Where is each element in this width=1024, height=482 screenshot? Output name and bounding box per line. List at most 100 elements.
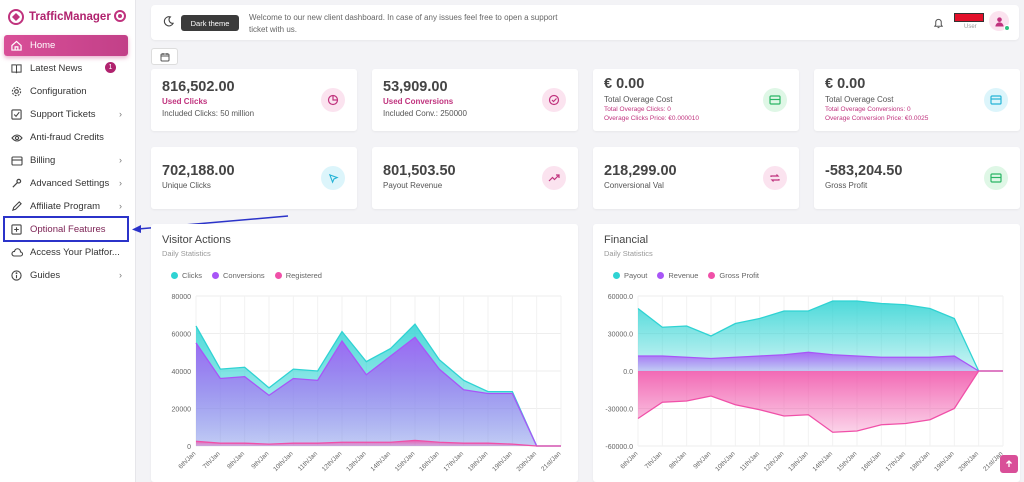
area-series-conversions xyxy=(196,337,561,446)
line-series-revenue xyxy=(638,351,1003,372)
chart-title: Visitor Actions xyxy=(162,234,231,246)
x-tick-label: 16th/Jan xyxy=(418,450,441,473)
bell-icon[interactable] xyxy=(933,17,944,29)
brand-logo[interactable]: TrafficManager xyxy=(8,9,111,25)
stat-title: Used Conversions xyxy=(383,97,454,106)
user-icon xyxy=(994,16,1004,27)
moon-icon[interactable] xyxy=(163,16,174,27)
checkbox-icon xyxy=(10,108,23,121)
financial-chart: 60000.0 30000.0 0.0 -30000.0 -60000.06th/Jan… xyxy=(605,294,1004,473)
x-tick-label: 7th/Jan xyxy=(202,450,222,470)
legend-item-revenue[interactable]: Revenue xyxy=(657,271,698,280)
x-tick-label: 9th/Jan xyxy=(250,450,270,470)
x-tick-label: 10th/Jan xyxy=(714,450,737,473)
x-tick-label: 20th/Jan xyxy=(515,450,538,473)
chart-subtitle: Daily Statistics xyxy=(604,249,653,258)
sidebar-item-access-platform[interactable]: Access Your Platfor... xyxy=(4,242,128,263)
repeat-icon xyxy=(763,166,787,190)
sidebar-item-support-tickets[interactable]: Support Tickets › xyxy=(4,104,128,125)
sidebar-item-label: Access Your Platfor... xyxy=(30,247,120,258)
stat-card-payout-revenue: 801,503.50 Payout Revenue xyxy=(372,147,578,209)
x-tick-label: 12th/Jan xyxy=(763,450,786,473)
card-icon xyxy=(984,88,1008,112)
legend-item-payout[interactable]: Payout xyxy=(613,271,647,280)
avatar[interactable] xyxy=(989,11,1010,31)
x-tick-label: 18th/Jan xyxy=(909,450,932,473)
arrow-up-icon xyxy=(1006,460,1012,467)
legend-item-conversions[interactable]: Conversions xyxy=(212,271,265,280)
redacted-username xyxy=(954,13,984,22)
chart-legend: Clicks Conversions Registered xyxy=(171,271,332,280)
sidebar-item-label: Support Tickets xyxy=(30,109,96,120)
legend-item-registered[interactable]: Registered xyxy=(274,271,322,280)
chevron-right-icon: › xyxy=(119,178,122,188)
line-series-conversions xyxy=(195,336,561,447)
sidebar-item-anti-fraud[interactable]: Anti-fraud Credits xyxy=(4,127,128,148)
x-tick-label: 19th/Jan xyxy=(491,450,514,473)
sidebar-item-optional-features[interactable]: Optional Features xyxy=(4,219,128,240)
settings-toggle-icon[interactable] xyxy=(114,10,126,22)
x-tick-label: 17th/Jan xyxy=(442,450,465,473)
x-tick-label: 13th/Jan xyxy=(787,450,810,473)
user-role-label: User xyxy=(964,24,977,30)
x-tick-label: 16th/Jan xyxy=(860,450,883,473)
y-tick-label: 30000.0 xyxy=(608,332,633,339)
x-tick-label: 6th/Jan xyxy=(177,450,197,470)
stat-subtitle: Total Overage Cost xyxy=(825,95,894,104)
x-tick-label: 7th/Jan xyxy=(644,450,664,470)
sidebar-item-label: Advanced Settings xyxy=(30,178,110,189)
card-icon xyxy=(10,154,23,167)
chart-subtitle: Daily Statistics xyxy=(162,249,211,258)
legend-item-clicks[interactable]: Clicks xyxy=(171,271,202,280)
area-series-payout xyxy=(638,301,1003,371)
sidebar-item-guides[interactable]: Guides › xyxy=(4,265,128,286)
sidebar-item-latest-news[interactable]: Latest News 1 xyxy=(4,58,128,79)
legend-item-gross-profit[interactable]: Gross Profit xyxy=(708,271,759,280)
scroll-to-top-button[interactable] xyxy=(1000,455,1018,473)
sidebar-item-home[interactable]: Home xyxy=(4,35,128,56)
stat-subtitle: Included Conv.: 250000 xyxy=(383,109,467,118)
brand-name: TrafficManager xyxy=(29,11,111,23)
money-icon xyxy=(763,88,787,112)
dark-theme-button[interactable]: Dark theme xyxy=(181,15,239,31)
news-count-badge: 1 xyxy=(105,62,116,73)
sidebar-item-billing[interactable]: Billing › xyxy=(4,150,128,171)
home-icon xyxy=(10,39,23,52)
line-series-registered xyxy=(195,439,561,447)
sidebar-item-label: Billing xyxy=(30,155,56,166)
sidebar-item-affiliate-program[interactable]: Affiliate Program › xyxy=(4,196,128,217)
gear-icon xyxy=(10,85,23,98)
x-tick-label: 18th/Jan xyxy=(467,450,490,473)
pen-icon xyxy=(10,200,23,213)
chevron-right-icon: › xyxy=(119,270,122,280)
cursor-icon xyxy=(321,166,345,190)
date-picker-button[interactable] xyxy=(151,48,178,65)
y-tick-label: 60000.0 xyxy=(608,294,633,301)
sidebar-item-label: Anti-fraud Credits xyxy=(30,132,104,143)
stat-subtitle: Conversional Val xyxy=(604,181,664,190)
x-tick-label: 14th/Jan xyxy=(369,450,392,473)
eye-icon xyxy=(10,131,23,144)
stat-card-conversional-val: 218,299.00 Conversional Val xyxy=(593,147,799,209)
sidebar-item-configuration[interactable]: Configuration xyxy=(4,81,128,102)
stat-value: 702,188.00 xyxy=(162,163,235,179)
area-series-gross-profit xyxy=(638,371,1003,433)
y-tick-label: -30000.0 xyxy=(605,407,633,414)
y-tick-label: 80000 xyxy=(172,294,192,301)
stat-detail-2: Overage Conversion Price: €0.0025 xyxy=(825,115,929,122)
x-tick-label: 11th/Jan xyxy=(297,450,320,473)
stat-card-overage-clicks: € 0.00 Total Overage Cost Total Overage … xyxy=(593,69,799,131)
stat-subtitle: Gross Profit xyxy=(825,181,868,190)
x-tick-label: 20th/Jan xyxy=(957,450,980,473)
stat-title: Used Clicks xyxy=(162,97,208,106)
y-tick-label: 40000 xyxy=(172,369,192,376)
line-series-gross-profit xyxy=(637,370,1003,433)
sidebar-item-advanced-settings[interactable]: Advanced Settings › xyxy=(4,173,128,194)
line-series-payout xyxy=(637,300,1003,372)
wrench-icon xyxy=(10,177,23,190)
welcome-message: Welcome to our new client dashboard. In … xyxy=(249,13,558,34)
y-tick-label: 20000 xyxy=(172,407,192,414)
stat-value: 816,502.00 xyxy=(162,79,235,95)
sidebar-item-label: Guides xyxy=(30,270,61,281)
